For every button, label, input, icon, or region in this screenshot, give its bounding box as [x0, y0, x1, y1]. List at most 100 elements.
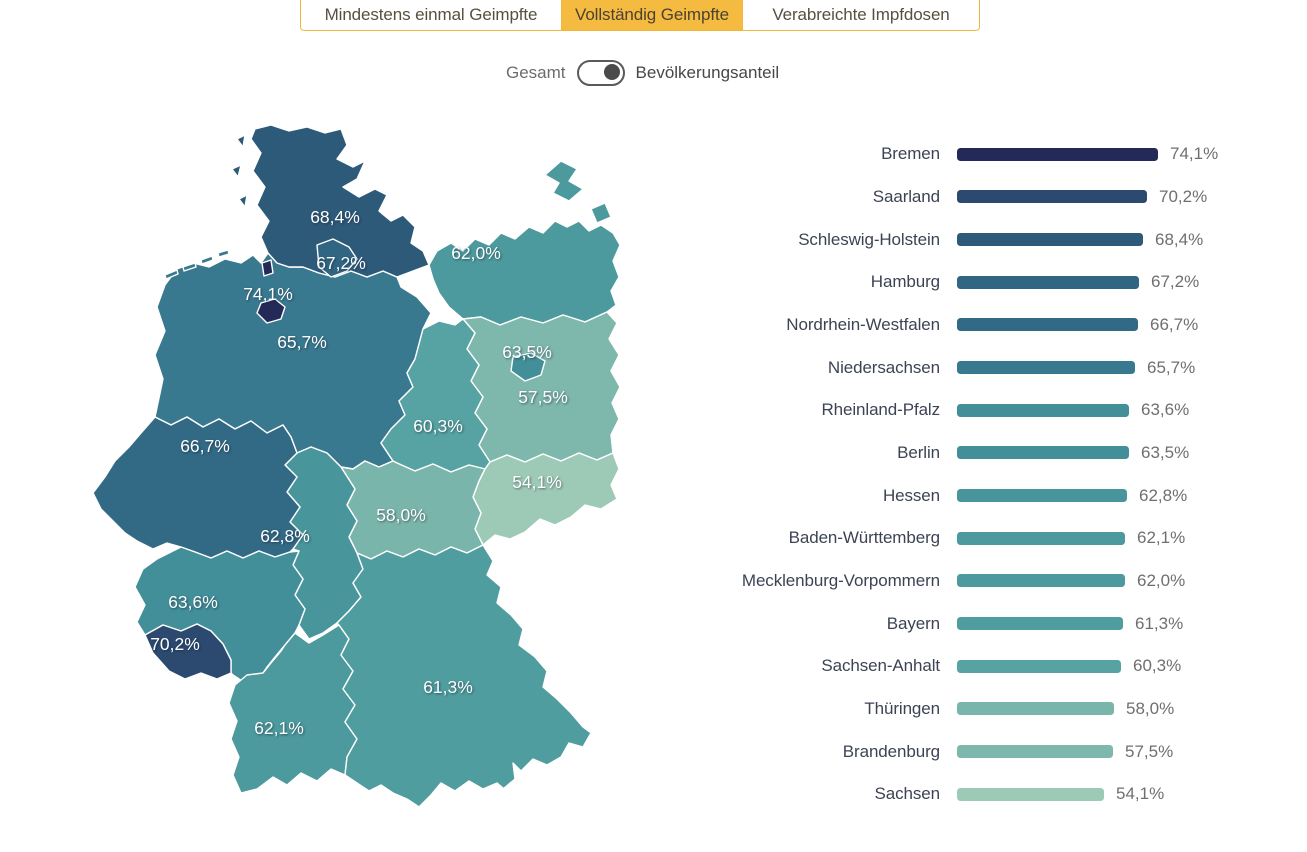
bar-row: Baden-Württemberg 62,1% — [620, 517, 1307, 560]
map-value-label-mecklenburg-vorpommern: 62,0% — [451, 243, 501, 263]
bar-row: Niedersachsen 65,7% — [620, 346, 1307, 389]
map-value-label-baden-wuerttemberg: 62,1% — [254, 718, 304, 738]
tab-mindestens-einmal-geimpfte[interactable]: Mindestens einmal Geimpfte — [324, 5, 538, 24]
map-state-schleswig-holstein[interactable] — [250, 124, 430, 278]
map-value-label-schleswig-holstein: 68,4% — [310, 207, 360, 227]
bar — [957, 446, 1129, 460]
map-state-mecklenburg-vorpommern[interactable] — [428, 220, 621, 326]
bar — [957, 574, 1125, 588]
view-tabbar: Mindestens einmal Geimpfte Vollständig G… — [300, 0, 980, 31]
state-bar-chart: Bremen 74,1% Saarland 70,2% Schleswig-Ho… — [620, 133, 1307, 816]
bar-row: Nordrhein-Westfalen 66,7% — [620, 304, 1307, 347]
map-value-label-hamburg: 67,2% — [316, 253, 366, 273]
map-value-label-niedersachsen: 65,7% — [277, 332, 327, 352]
bar-row: Rheinland-Pfalz 63,6% — [620, 389, 1307, 432]
bar-value-label: 62,0% — [1137, 570, 1186, 590]
bar — [957, 233, 1143, 247]
map-state-bayern[interactable] — [336, 544, 592, 808]
bar — [957, 745, 1113, 759]
bar — [957, 531, 1125, 545]
bar-row: Saarland 70,2% — [620, 176, 1307, 219]
bar-value-label: 68,4% — [1155, 229, 1204, 249]
map-value-label-sachsen-anhalt: 60,3% — [413, 416, 463, 436]
toggle-label-bevoelkerungsanteil[interactable]: Bevölkerungsanteil — [635, 63, 780, 82]
bar-state-label: Hamburg — [870, 272, 940, 292]
map-value-label-bremen: 74,1% — [243, 284, 293, 304]
bar-value-label: 58,0% — [1126, 698, 1175, 718]
tab-vollstaendig-geimpfte[interactable]: Vollständig Geimpfte — [561, 0, 743, 30]
bar-state-label: Hessen — [882, 485, 940, 505]
map-value-label-saarland: 70,2% — [150, 634, 200, 654]
bar-value-label: 67,2% — [1151, 272, 1200, 292]
map-island-ruegen — [544, 160, 612, 224]
map-state-berlin[interactable] — [510, 352, 546, 382]
bar-value-label: 66,7% — [1150, 314, 1199, 334]
tab-verabreichte-impfdosen[interactable]: Verabreichte Impfdosen — [772, 5, 950, 24]
bar — [957, 275, 1139, 289]
bar — [957, 659, 1121, 673]
bar-value-label: 65,7% — [1147, 357, 1196, 377]
map-value-label-thueringen: 58,0% — [376, 505, 426, 525]
bar-value-label: 61,3% — [1135, 613, 1184, 633]
bar — [957, 361, 1135, 375]
map-value-label-bayern: 61,3% — [423, 677, 473, 697]
bar — [957, 617, 1123, 631]
bar-row: Sachsen 54,1% — [620, 773, 1307, 816]
bar-state-label: Saarland — [872, 186, 940, 206]
bar-state-label: Brandenburg — [842, 741, 940, 761]
bar-row: Sachsen-Anhalt 60,3% — [620, 645, 1307, 688]
bar-row: Brandenburg 57,5% — [620, 730, 1307, 773]
bar-row: Schleswig-Holstein 68,4% — [620, 218, 1307, 261]
bar-value-label: 60,3% — [1133, 656, 1182, 676]
bar-row: Thüringen 58,0% — [620, 688, 1307, 731]
bar — [957, 787, 1104, 801]
bar-row: Bayern 61,3% — [620, 602, 1307, 645]
bar-state-label: Thüringen — [864, 698, 940, 718]
map-islands-ostfriesland — [164, 249, 230, 280]
bar-row: Hamburg 67,2% — [620, 261, 1307, 304]
bar-value-label: 54,1% — [1116, 784, 1165, 804]
map-value-label-hessen: 62,8% — [260, 526, 310, 546]
bar-value-label: 63,5% — [1141, 442, 1190, 462]
bar-state-label: Nordrhein-Westfalen — [786, 314, 940, 334]
bar-state-label: Niedersachsen — [827, 357, 940, 377]
gesamt-bevoelkerungsanteil-toggle[interactable] — [576, 60, 625, 86]
map-state-sachsen[interactable] — [472, 452, 620, 546]
bar-state-label: Berlin — [897, 442, 940, 462]
bar — [957, 190, 1147, 204]
germany-choropleth-map: 68,4% 67,2% 74,1% 62,0% 65,7% 63,5% 57,5… — [85, 117, 625, 847]
map-islands-nordfriesland — [231, 134, 248, 208]
bar-value-label: 63,6% — [1141, 400, 1190, 420]
map-value-label-rheinland-pfalz: 63,6% — [168, 592, 218, 612]
bar-state-label: Schleswig-Holstein — [798, 229, 940, 249]
toggle-knob — [603, 64, 620, 80]
map-value-label-sachsen: 54,1% — [512, 472, 562, 492]
bar-value-label: 74,1% — [1170, 144, 1219, 164]
bar-state-label: Mecklenburg-Vorpommern — [741, 570, 940, 590]
map-state-bremen[interactable] — [256, 259, 286, 324]
map-state-hamburg[interactable] — [316, 238, 358, 278]
bar — [957, 147, 1158, 161]
toggle-label-gesamt[interactable]: Gesamt — [506, 63, 566, 82]
bar-row: Hessen 62,8% — [620, 474, 1307, 517]
bar — [957, 702, 1114, 716]
bar-row: Bremen 74,1% — [620, 133, 1307, 176]
map-value-label-nordrhein-westfalen: 66,7% — [180, 436, 230, 456]
bar — [957, 318, 1138, 332]
bar-state-label: Rheinland-Pfalz — [821, 400, 940, 420]
bar-state-label: Sachsen — [874, 784, 941, 804]
bar-value-label: 57,5% — [1125, 741, 1174, 761]
map-value-label-brandenburg: 57,5% — [518, 387, 568, 407]
bar — [957, 403, 1129, 417]
bar-value-label: 62,1% — [1137, 528, 1186, 548]
bar — [957, 489, 1127, 503]
metric-toggle-row: Gesamt Bevölkerungsanteil — [506, 58, 779, 88]
bar-state-label: Bremen — [881, 144, 940, 164]
bar-state-label: Sachsen-Anhalt — [821, 656, 940, 676]
bar-state-label: Bayern — [886, 613, 940, 633]
map-value-label-berlin: 63,5% — [502, 342, 552, 362]
bar-row: Berlin 63,5% — [620, 432, 1307, 475]
bar-row: Mecklenburg-Vorpommern 62,0% — [620, 560, 1307, 603]
map-state-saarland[interactable] — [144, 623, 232, 680]
bar-value-label: 70,2% — [1159, 186, 1208, 206]
